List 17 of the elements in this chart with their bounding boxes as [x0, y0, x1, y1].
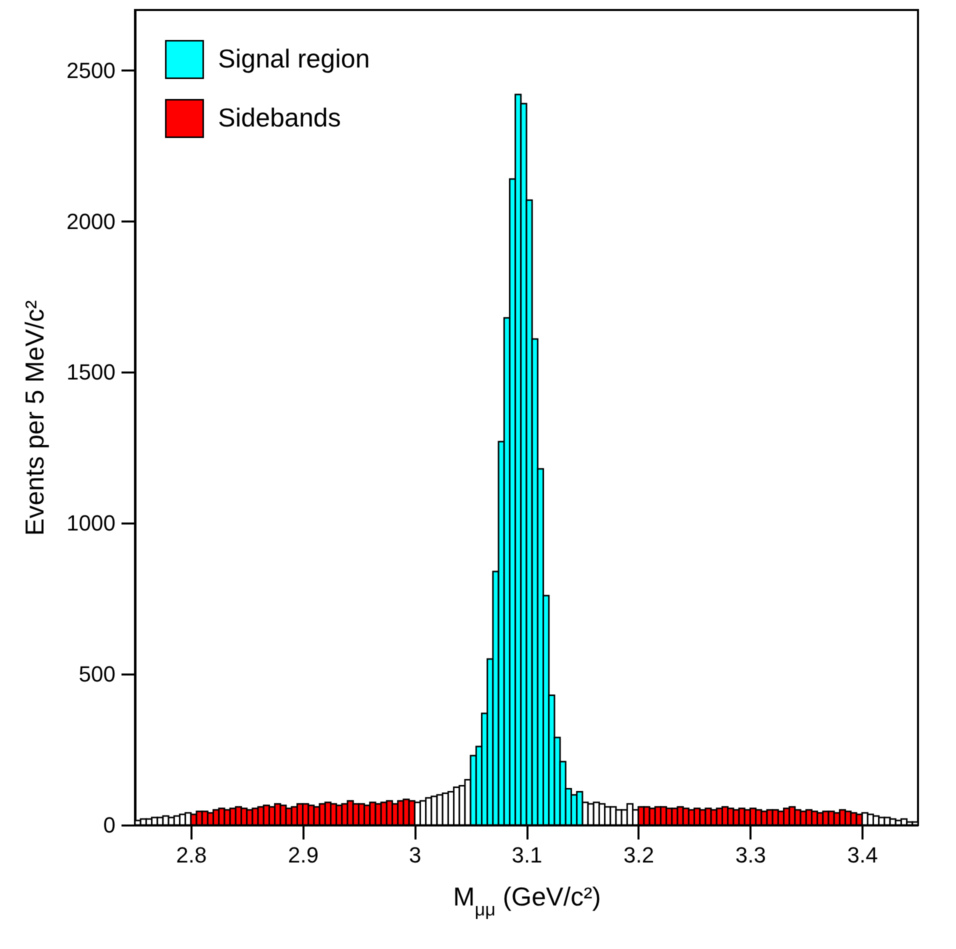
legend-label: Sidebands — [218, 102, 341, 132]
x-axis-title: M$_{μμ}$ (GeV/c²) — [453, 882, 601, 920]
legend-label: Signal region — [218, 44, 370, 74]
x-tick-label: 3.3 — [735, 842, 766, 868]
x-tick-label: 3 — [409, 842, 422, 868]
y-tick-label: 1500 — [66, 360, 116, 385]
y-tick-label: 1000 — [66, 510, 116, 536]
y-tick-label: 0 — [103, 812, 116, 838]
y-axis-title: Events per 5 MeV/c² — [20, 300, 50, 536]
y-tick-label: 2500 — [66, 58, 116, 83]
x-tick-label: 2.9 — [288, 842, 319, 868]
y-tick-label: 2000 — [66, 208, 116, 234]
y-tick-label: 500 — [78, 662, 116, 687]
x-tick-label: 3.1 — [512, 842, 542, 868]
x-tick-label: 3.4 — [847, 842, 878, 868]
x-tick-label: 2.8 — [176, 842, 207, 868]
x-tick-label: 3.2 — [624, 842, 654, 868]
